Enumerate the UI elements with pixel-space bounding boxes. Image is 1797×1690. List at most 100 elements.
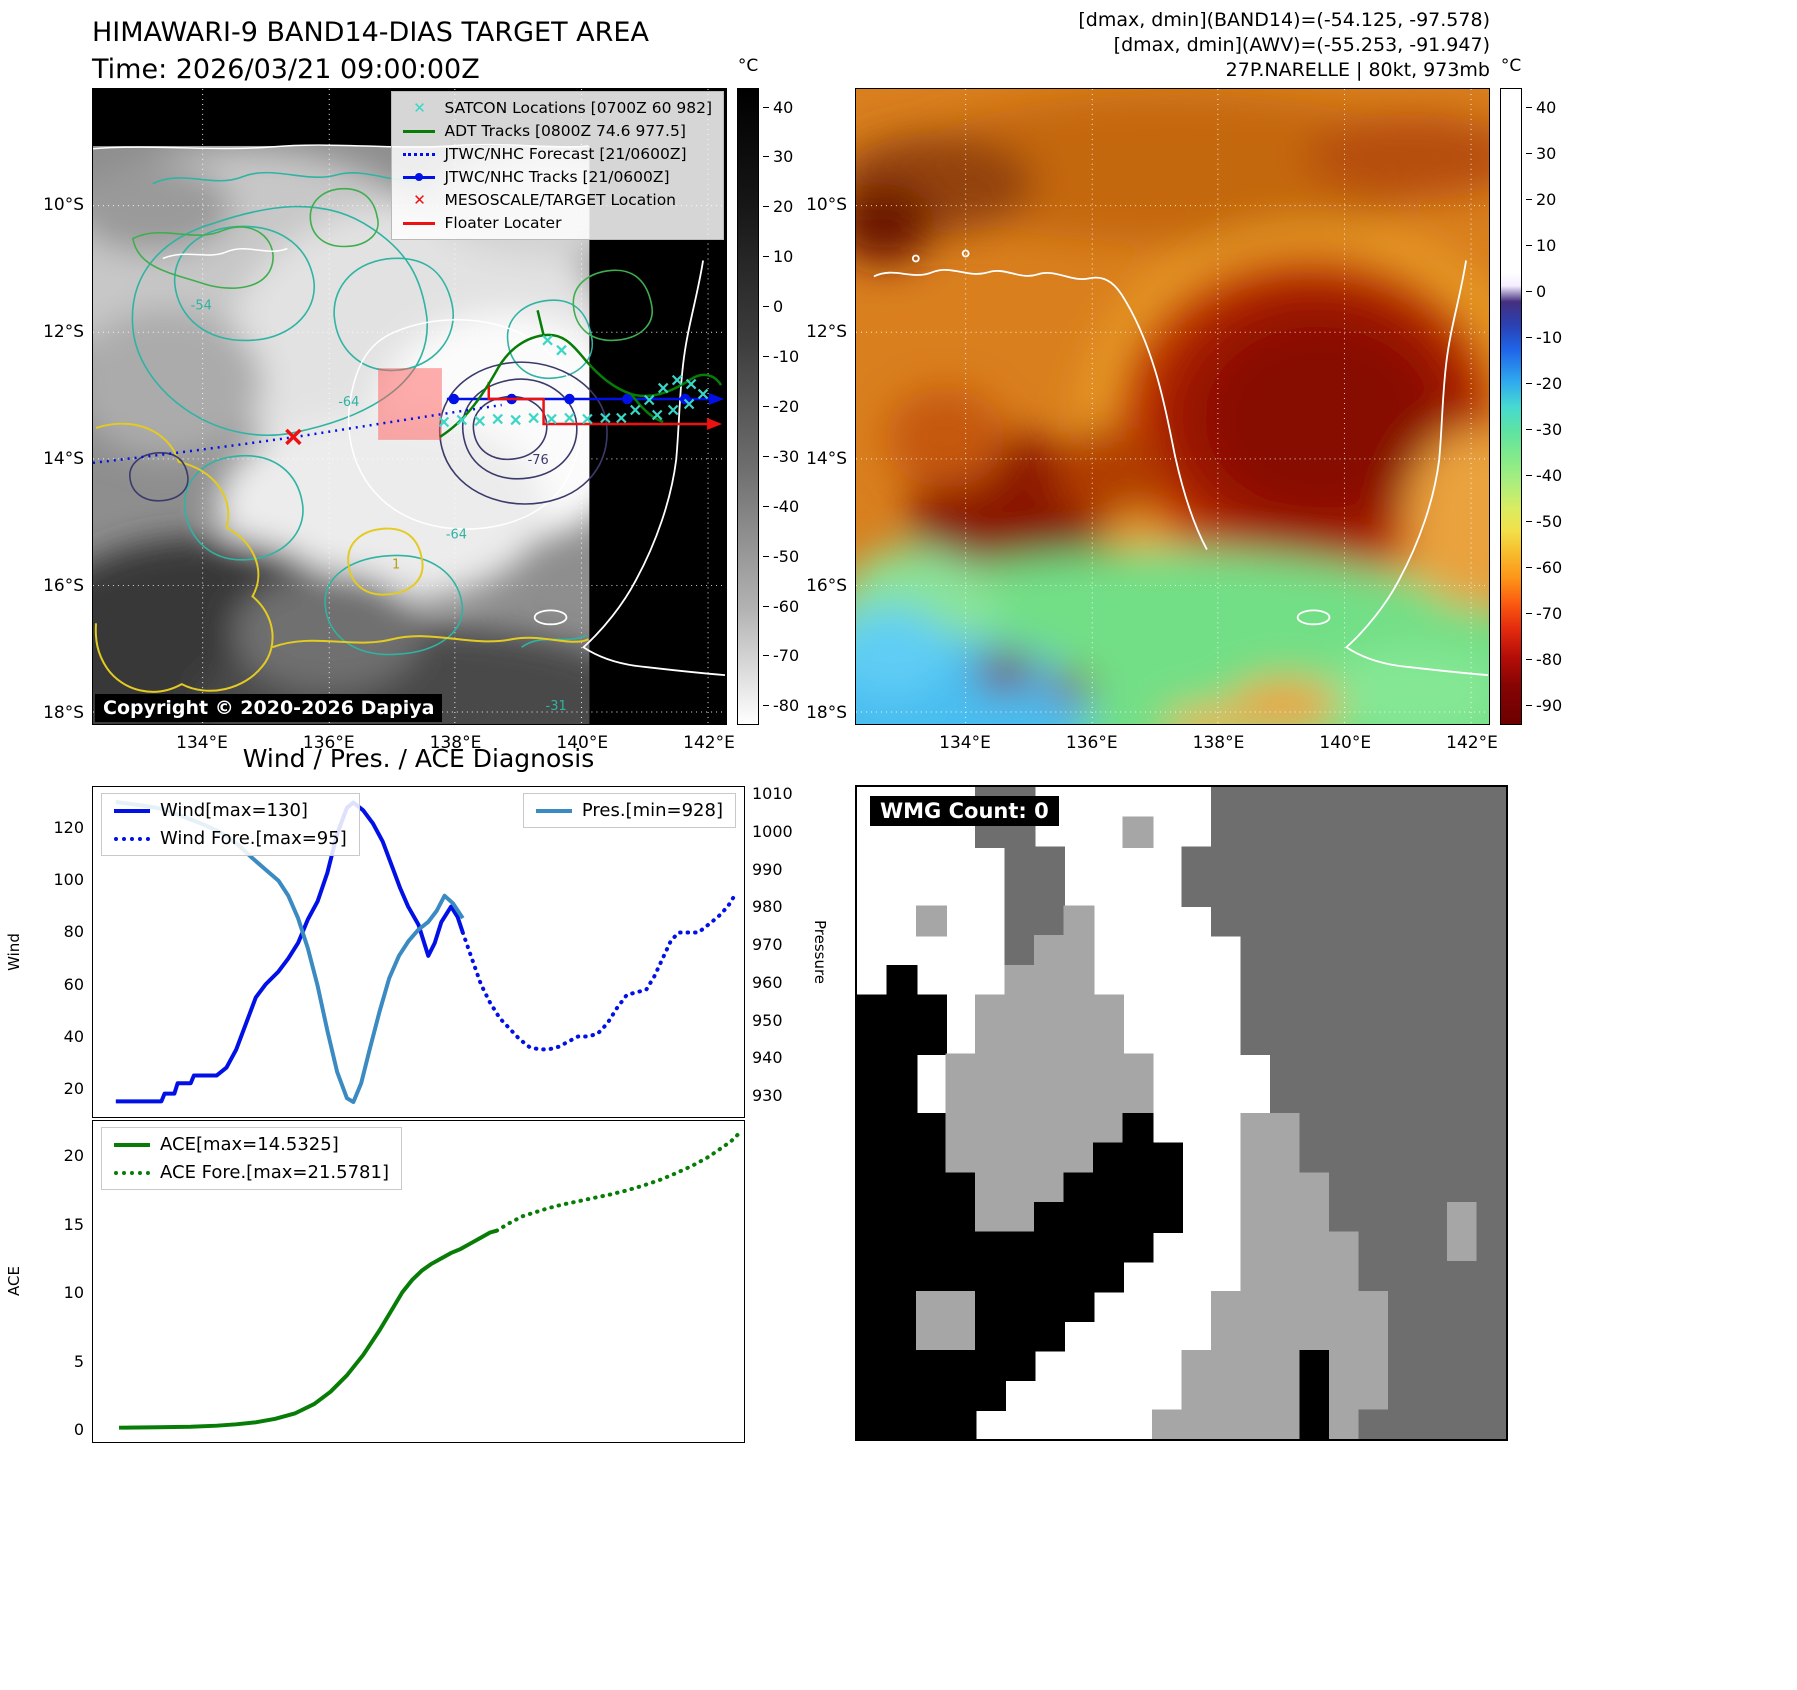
lat-tick-label: 16°S <box>43 576 84 596</box>
band14-title-block: HIMAWARI-9 BAND14-DIAS TARGET AREA Time:… <box>92 14 649 88</box>
wind-forecast-dotted-line-icon <box>114 836 150 841</box>
colorbar-tick-label: -60 <box>1526 558 1562 578</box>
awv-map-panel <box>855 88 1490 725</box>
lat-tick-label: 12°S <box>43 322 84 342</box>
target-area-box <box>378 368 442 440</box>
band14-lon-axis: 134°E 136°E 138°E 140°E 142°E <box>157 733 754 755</box>
colorbar-tick-label: 10 <box>1526 235 1562 255</box>
pressure-legend: Pres.[min=928] <box>522 793 736 828</box>
colorbar-tick-label: -80 <box>1526 650 1562 670</box>
colorbar-tick-label: 0 <box>1526 281 1562 301</box>
lon-tick-label: 140°E <box>556 733 609 753</box>
contours-teal <box>131 171 594 656</box>
legend-item-floater: Floater Locater <box>403 214 712 232</box>
legend-item-adt: ADT Tracks [0800Z 74.6 977.5] <box>403 122 712 140</box>
legend-item-wind-forecast: Wind Fore.[max=95] <box>114 828 347 849</box>
band14-timestamp: Time: 2026/03/21 09:00:00Z <box>92 54 480 85</box>
pressure-tick-label: 990 <box>752 859 783 879</box>
lat-tick-label: 10°S <box>806 195 847 215</box>
dmax-dmin-band14: [dmax, dmin](BAND14)=(-54.125, -97.578) <box>1078 9 1490 31</box>
colorbar-tick-label: -20 <box>1526 373 1562 393</box>
colorbar-tick-label: -50 <box>1526 512 1562 532</box>
ace-tick-label: 0 <box>73 1420 84 1439</box>
ace-tick-label: 5 <box>73 1351 84 1371</box>
awv-lat-axis: 10°S 12°S 14°S 16°S 18°S <box>787 194 847 724</box>
contour-label: 1 <box>392 557 400 572</box>
legend-item-forecast: JTWC/NHC Forecast [21/0600Z] <box>403 145 712 163</box>
awv-header-block: [dmax, dmin](BAND14)=(-54.125, -97.578) … <box>855 8 1490 83</box>
ace-legend: ACE[max=14.5325] ACE Fore.[max=21.5781] <box>101 1127 402 1190</box>
cloud-imagery <box>93 145 590 724</box>
wind-tick-label: 120 <box>53 818 84 837</box>
legend-item-mesoscale: ✕ MESOSCALE/TARGET Location <box>403 191 712 209</box>
colorbar-tick-label: -40 <box>763 496 799 516</box>
band14-colorbar <box>737 88 759 725</box>
colorbar-tick-label: -10 <box>1526 327 1562 347</box>
lon-tick-label: 138°E <box>429 733 482 753</box>
contour-label: -54 <box>191 298 212 313</box>
lon-tick-label: 134°E <box>939 733 991 753</box>
legend-label: ACE[max=14.5325] <box>160 1134 339 1155</box>
colorbar-tick-label: -20 <box>763 396 799 416</box>
wind-pressure-chart: Wind[max=130] Wind Fore.[max=95] Pres.[m… <box>92 786 745 1118</box>
storm-id-intensity: 27P.NARELLE | 80kt, 973mb <box>1225 59 1490 81</box>
legend-label: ACE Fore.[max=21.5781] <box>160 1162 389 1183</box>
lon-tick-label: 142°E <box>683 733 735 753</box>
wind-line-icon <box>114 808 150 813</box>
band14-map-panel: -54 -64 -76 -64 -31 1 ✕ SATCON Locations… <box>92 88 727 725</box>
wind-tick-label: 80 <box>63 922 84 942</box>
lon-tick-label: 134°E <box>176 733 228 753</box>
ace-forecast-dotted-line-icon <box>114 1170 150 1175</box>
colorbar-tick-label: 20 <box>763 197 799 217</box>
copyright-label: Copyright © 2020-2026 Dapiya <box>95 694 443 722</box>
colorbar-tick-label: 0 <box>763 297 799 317</box>
ace-y-axis: 20 15 10 5 0 <box>24 1145 84 1441</box>
legend-label: Wind[max=130] <box>160 800 308 821</box>
band14-title: HIMAWARI-9 BAND14-DIAS TARGET AREA <box>92 17 649 48</box>
legend-label: SATCON Locations [0700Z 60 982] <box>444 99 712 117</box>
wmg-panel: WMG Count: 0 <box>855 785 1508 1441</box>
ace-tick-label: 10 <box>63 1283 84 1302</box>
wind-tick-label: 60 <box>63 974 84 994</box>
legend-label: Floater Locater <box>444 214 562 232</box>
colorbar-tick-label: 20 <box>1526 189 1562 209</box>
map-legend: ✕ SATCON Locations [0700Z 60 982] ADT Tr… <box>391 91 724 240</box>
colorbar-tick-label: -70 <box>763 646 799 666</box>
legend-item-ace-forecast: ACE Fore.[max=21.5781] <box>114 1162 389 1183</box>
colorbar-tick-label: -90 <box>1526 696 1562 716</box>
legend-label: ADT Tracks [0800Z 74.6 977.5] <box>444 122 686 140</box>
awv-colorbar-unit: °C <box>1500 56 1522 76</box>
contour-labels: -54 -64 -76 -64 -31 1 <box>191 298 567 714</box>
awv-lon-axis: 134°E 136°E 138°E 140°E 142°E <box>920 733 1517 755</box>
pressure-tick-label: 970 <box>752 935 783 954</box>
wind-tick-label: 40 <box>63 1026 84 1046</box>
ace-chart: ACE[max=14.5325] ACE Fore.[max=21.5781] <box>92 1120 745 1443</box>
colorbar-tick-label: -80 <box>763 696 799 716</box>
lat-tick-label: 18°S <box>43 703 84 723</box>
adt-track <box>439 310 723 438</box>
pressure-tick-label: 930 <box>752 1086 783 1105</box>
legend-item-wind: Wind[max=130] <box>114 800 347 821</box>
lat-tick-label: 14°S <box>806 449 847 469</box>
colorbar-tick-label: -30 <box>1526 419 1562 439</box>
pressure-tick-label: 940 <box>752 1048 783 1068</box>
colorbar-tick-label: 10 <box>763 247 799 267</box>
pressure-tick-label: 1000 <box>752 821 793 841</box>
awv-colorbar-ticks: 40 30 20 10 0 -10 -20 -30 -40 -50 -60 -70 -80 -90 <box>1526 97 1562 716</box>
pressure-axis-title: Pressure <box>811 919 829 985</box>
series-wind-fore- <box>460 894 737 1052</box>
colorbar-tick-label: -50 <box>763 546 799 566</box>
pressure-line-icon <box>535 808 572 813</box>
wind-tick-label: 100 <box>53 870 84 890</box>
band14-lat-axis: 10°S 12°S 14°S 16°S 18°S <box>24 194 84 724</box>
lon-tick-label: 136°E <box>1065 733 1118 753</box>
colorbar-tick-label: 40 <box>1526 97 1562 117</box>
lat-tick-label: 14°S <box>43 449 84 469</box>
coastline <box>533 260 726 677</box>
awv-satellite-image <box>856 89 1489 724</box>
forecast-dotted-line-icon <box>403 152 436 156</box>
band14-colorbar-unit: °C <box>737 56 759 76</box>
legend-item-pressure: Pres.[min=928] <box>535 800 723 821</box>
lon-tick-label: 136°E <box>302 733 355 753</box>
